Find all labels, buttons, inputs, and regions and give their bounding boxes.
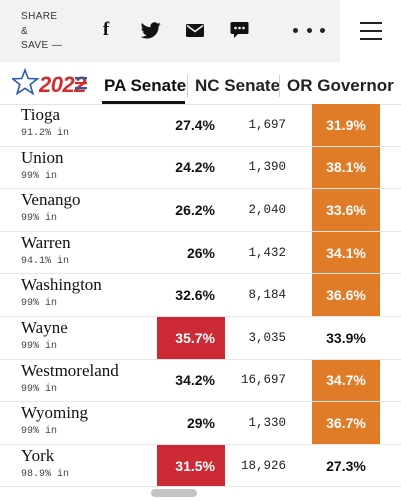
tab-nc-senate[interactable]: NC Senate	[195, 76, 281, 95]
tab-pa-senate[interactable]: PA Senate	[104, 76, 187, 95]
vote-count: 16,697	[240, 373, 286, 388]
rep-percent: 31.9%	[312, 104, 380, 146]
table-row: York 98.9% in 31.5% 18,926 27.3%	[0, 444, 401, 488]
reporting-percent: 99% in	[21, 298, 58, 310]
dem-percent: 27.4%	[175, 116, 215, 133]
dem-percent: 35.7%	[157, 316, 225, 359]
tab-divider	[187, 75, 188, 97]
county-name: Warren	[21, 232, 71, 252]
county-name: Westmoreland	[21, 360, 119, 380]
table-row: Westmoreland 99% in 34.2% 16,697 34.7%	[0, 359, 401, 403]
reporting-percent: 99% in	[21, 340, 58, 352]
reporting-percent: 99% in	[21, 170, 58, 182]
dem-percent: 26%	[186, 244, 215, 261]
reporting-percent: 98.9% in	[21, 468, 70, 480]
county-results-table: Tioga 91.2% in 27.4% 1,697 31.9% Union 9…	[0, 104, 401, 488]
star-logo-icon	[12, 68, 40, 96]
county-name: Venango	[21, 190, 81, 210]
comment-icon[interactable]	[229, 20, 249, 40]
rep-percent: 33.9%	[326, 329, 366, 346]
tab-divider	[279, 75, 280, 97]
rep-percent: 33.6%	[312, 189, 380, 231]
table-row: Warren 94.1% in 26% 1,432 34.1%	[0, 231, 401, 275]
share-label-line-1: SHARE	[21, 11, 58, 22]
share-label-line-3: SAVE —	[21, 40, 63, 51]
vote-count: 3,035	[248, 330, 286, 345]
mail-icon[interactable]	[185, 20, 205, 40]
vote-count: 1,390	[248, 160, 286, 175]
dot	[320, 27, 325, 33]
dot	[306, 27, 312, 33]
scroll-handle[interactable]	[151, 489, 197, 497]
rep-percent: 38.1%	[312, 146, 380, 189]
table-row: Wyoming 99% in 29% 1,330 36.7%	[0, 402, 401, 445]
election-2022-logo: 2022	[12, 68, 88, 97]
tab-or-governor[interactable]: OR Governor	[287, 76, 394, 95]
dem-percent: 24.2%	[175, 159, 215, 176]
vote-count: 2,040	[248, 202, 286, 217]
dem-percent: 29%	[186, 414, 215, 431]
county-name: York	[21, 445, 55, 465]
facebook-icon[interactable]: f	[102, 19, 110, 40]
dem-percent: 26.2%	[175, 201, 215, 218]
share-label-line-2: &	[21, 25, 29, 37]
table-row: Wayne 99% in 35.7% 3,035 33.9%	[0, 316, 401, 360]
vote-count: 18,926	[240, 458, 286, 473]
reporting-percent: 99% in	[21, 383, 58, 395]
dot	[293, 27, 298, 33]
reporting-percent: 99% in	[21, 213, 58, 225]
share-toolbar: SHARE & SAVE — f	[0, 0, 401, 63]
rep-percent: 36.7%	[312, 402, 380, 444]
rep-percent: 36.6%	[312, 274, 380, 316]
rep-percent: 34.7%	[312, 359, 380, 402]
table-row: Venango 99% in 26.2% 2,040 33.6%	[0, 189, 401, 232]
table-row: Union 99% in 24.2% 1,390 38.1%	[0, 146, 401, 190]
twitter-icon[interactable]	[140, 20, 162, 40]
vote-count: 1,330	[248, 415, 286, 430]
county-name: Washington	[21, 275, 102, 295]
active-tab-indicator	[102, 101, 185, 104]
dem-percent: 34.2%	[175, 372, 215, 389]
reporting-percent: 94.1% in	[21, 255, 70, 267]
more-dots-icon[interactable]	[293, 20, 325, 40]
dem-percent: 32.6%	[175, 287, 215, 304]
vote-count: 8,184	[248, 288, 286, 303]
logo-year: 2022	[39, 72, 86, 97]
dem-percent: 31.5%	[157, 444, 225, 487]
share-and-save-label: SHARE & SAVE —	[21, 10, 62, 54]
table-row: Tioga 91.2% in 27.4% 1,697 31.9%	[0, 104, 401, 147]
county-name: Union	[21, 147, 64, 167]
table-row: Washington 99% in 32.6% 8,184 36.6%	[0, 274, 401, 317]
flag-stripes-icon	[75, 77, 87, 90]
race-tabs: 2022 PA Senate NC Senate OR Governor	[0, 62, 401, 105]
menu-button[interactable]	[340, 0, 401, 62]
hamburger-menu-icon	[359, 22, 382, 40]
reporting-percent: 99% in	[21, 426, 58, 438]
reporting-percent: 91.2% in	[21, 128, 70, 139]
county-name: Wayne	[21, 317, 68, 337]
county-name: Tioga	[21, 105, 61, 124]
vote-count: 1,697	[248, 117, 286, 132]
vote-count: 1,432	[248, 245, 286, 260]
rep-percent: 27.3%	[326, 457, 366, 474]
county-name: Wyoming	[21, 403, 88, 423]
rep-percent: 34.1%	[312, 231, 380, 274]
